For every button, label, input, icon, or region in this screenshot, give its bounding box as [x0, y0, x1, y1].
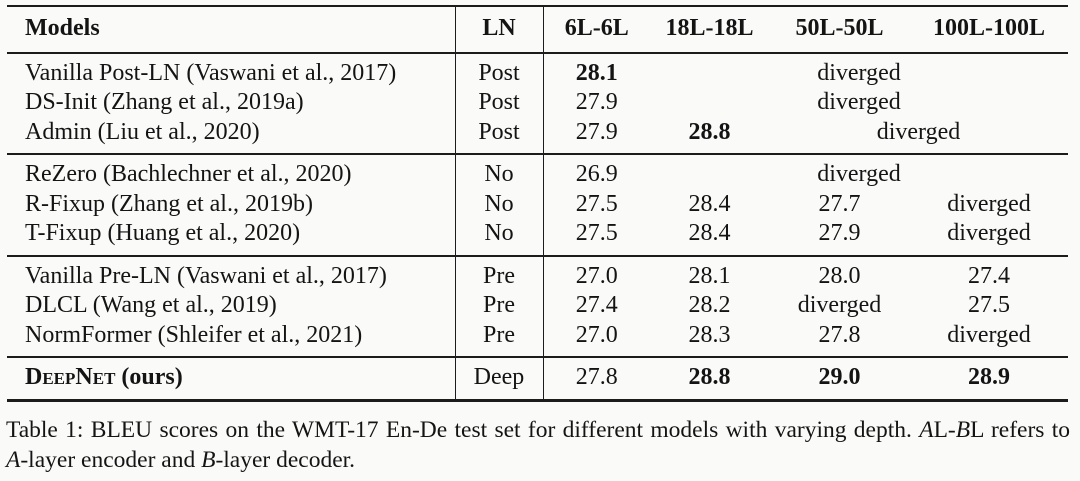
bleu-18l-18l: 28.4: [688, 220, 731, 246]
table-row: T-Fixup (Huang et al., 2020) No 27.5 28.…: [7, 219, 1068, 256]
caption-text: -layer encoder and: [20, 446, 196, 473]
bleu-6l-6l: 27.9: [575, 89, 618, 115]
table-row: Vanilla Pre-LN (Vaswani et al., 2017) Pr…: [7, 255, 1068, 291]
diverged-cell: diverged: [817, 59, 901, 86]
table-row-deepnet: DeepNet (ours) Deep 27.8 28.8 29.0 28.9: [7, 357, 1068, 400]
deepnet-smallcaps-label: DeepNet: [25, 364, 116, 390]
group-post-ln: Vanilla Post-LN (Vaswani et al., 2017) P…: [7, 52, 1068, 154]
bleu-50l-50l: 27.9: [818, 220, 861, 246]
bleu-18l-18l: 28.2: [688, 292, 731, 318]
group-no-ln: ReZero (Bachlechner et al., 2020) No 26.…: [7, 154, 1068, 256]
ln-type: Post: [454, 88, 544, 118]
model-name: Admin (Liu et al., 2020): [25, 118, 260, 145]
bleu-6l-6l: 27.5: [575, 220, 618, 246]
table-row: Vanilla Post-LN (Vaswani et al., 2017) P…: [7, 52, 1068, 88]
ln-type: No: [454, 154, 544, 190]
ln-type: Pre: [454, 320, 544, 357]
bleu-100l-100l: 27.4: [968, 262, 1010, 289]
diverged-cell: diverged: [876, 118, 961, 145]
model-name: Vanilla Pre-LN (Vaswani et al., 2017): [25, 262, 387, 289]
col-header-ln: LN: [454, 6, 544, 53]
diverged-cell: diverged: [817, 161, 901, 187]
bleu-50l-50l: 27.8: [818, 321, 861, 348]
col-header-100l-100l: 100L-100L: [932, 15, 1045, 41]
b-var: B: [201, 446, 216, 473]
bleu-results-table: Models LN 6L-6L 18L-18L 50L-50L 100L-100…: [7, 5, 1068, 402]
ln-type: Post: [454, 117, 544, 154]
table-row: DS-Init (Zhang et al., 2019a) Post 27.9 …: [7, 88, 1068, 118]
ln-type: Deep: [454, 357, 544, 400]
ours-label: (ours): [121, 364, 183, 390]
table-row: R-Fixup (Zhang et al., 2019b) No 27.5 28…: [7, 189, 1068, 219]
caption-text: Table 1: BLEU scores on the WMT-17 En-De…: [6, 416, 912, 443]
bleu-6l-6l: 27.4: [575, 292, 618, 318]
model-name: T-Fixup (Huang et al., 2020): [25, 220, 301, 246]
table-header: Models LN 6L-6L 18L-18L 50L-50L 100L-100…: [7, 6, 1068, 53]
bleu-100l-100l: 28.9: [968, 364, 1010, 390]
caption-text: -layer decoder.: [215, 446, 356, 473]
bleu-6l-6l: 27.0: [575, 321, 618, 348]
caption-text: refers to: [990, 416, 1071, 443]
model-name: DS-Init (Zhang et al., 2019a): [25, 89, 304, 115]
bleu-6l-6l: 27.5: [575, 190, 618, 217]
header-row: Models LN 6L-6L 18L-18L 50L-50L 100L-100…: [7, 6, 1068, 53]
group-pre-ln: Vanilla Pre-LN (Vaswani et al., 2017) Pr…: [7, 255, 1068, 357]
col-header-models: Models: [25, 15, 100, 41]
ln-type: Pre: [454, 255, 544, 291]
bleu-100l-100l: 27.5: [968, 292, 1010, 318]
bleu-18l-18l: 28.4: [688, 190, 731, 217]
col-header-6l-6l: 6L-6L: [564, 15, 629, 41]
bleu-50l-50l: 27.7: [818, 190, 861, 217]
bleu-18l-18l: 28.8: [688, 118, 731, 145]
col-header-18l-18l: 18L-18L: [665, 15, 754, 41]
bleu-100l-100l: diverged: [947, 220, 1031, 246]
bleu-50l-50l: 29.0: [818, 364, 861, 390]
diverged-cell: diverged: [947, 321, 1031, 348]
table-row: NormFormer (Shleifer et al., 2021) Pre 2…: [7, 320, 1068, 357]
ln-type: Pre: [454, 291, 544, 321]
model-name: DLCL (Wang et al., 2019): [25, 292, 277, 318]
diverged-cell: diverged: [817, 89, 901, 115]
table-row: DLCL (Wang et al., 2019) Pre 27.4 28.2 d…: [7, 291, 1068, 321]
bleu-6l-6l: 27.9: [575, 118, 618, 145]
ln-type: Post: [454, 52, 544, 88]
bleu-6l-6l: 27.8: [575, 364, 618, 390]
bleu-50l-50l: 28.0: [818, 262, 861, 289]
bleu-6l-6l: 26.9: [575, 161, 618, 187]
bleu-18l-18l: 28.1: [688, 262, 731, 289]
col-header-50l-50l: 50L-50L: [795, 15, 884, 41]
group-deepnet: DeepNet (ours) Deep 27.8 28.8 29.0 28.9: [7, 357, 1068, 400]
a-var: A: [6, 446, 21, 473]
table-row: Admin (Liu et al., 2020) Post 27.9 28.8 …: [7, 117, 1068, 154]
bleu-6l-6l: 27.0: [575, 262, 618, 289]
bleu-100l-100l: diverged: [947, 190, 1031, 217]
al-bl-notation: AL-BL: [919, 416, 984, 443]
bleu-6l-6l: 28.1: [575, 59, 618, 86]
model-name: ReZero (Bachlechner et al., 2020): [25, 161, 352, 187]
model-name: R-Fixup (Zhang et al., 2019b): [25, 190, 313, 217]
ln-type: No: [454, 189, 544, 219]
model-name: DeepNet (ours): [7, 357, 455, 400]
table-caption: Table 1: BLEU scores on the WMT-17 En-De…: [6, 415, 1070, 475]
diverged-cell: diverged: [797, 292, 882, 318]
ln-type: No: [454, 219, 544, 256]
model-name: NormFormer (Shleifer et al., 2021): [25, 321, 363, 348]
bleu-18l-18l: 28.3: [688, 321, 731, 348]
table-row: ReZero (Bachlechner et al., 2020) No 26.…: [7, 154, 1068, 190]
model-name: Vanilla Post-LN (Vaswani et al., 2017): [25, 59, 397, 86]
bleu-18l-18l: 28.8: [688, 364, 731, 390]
